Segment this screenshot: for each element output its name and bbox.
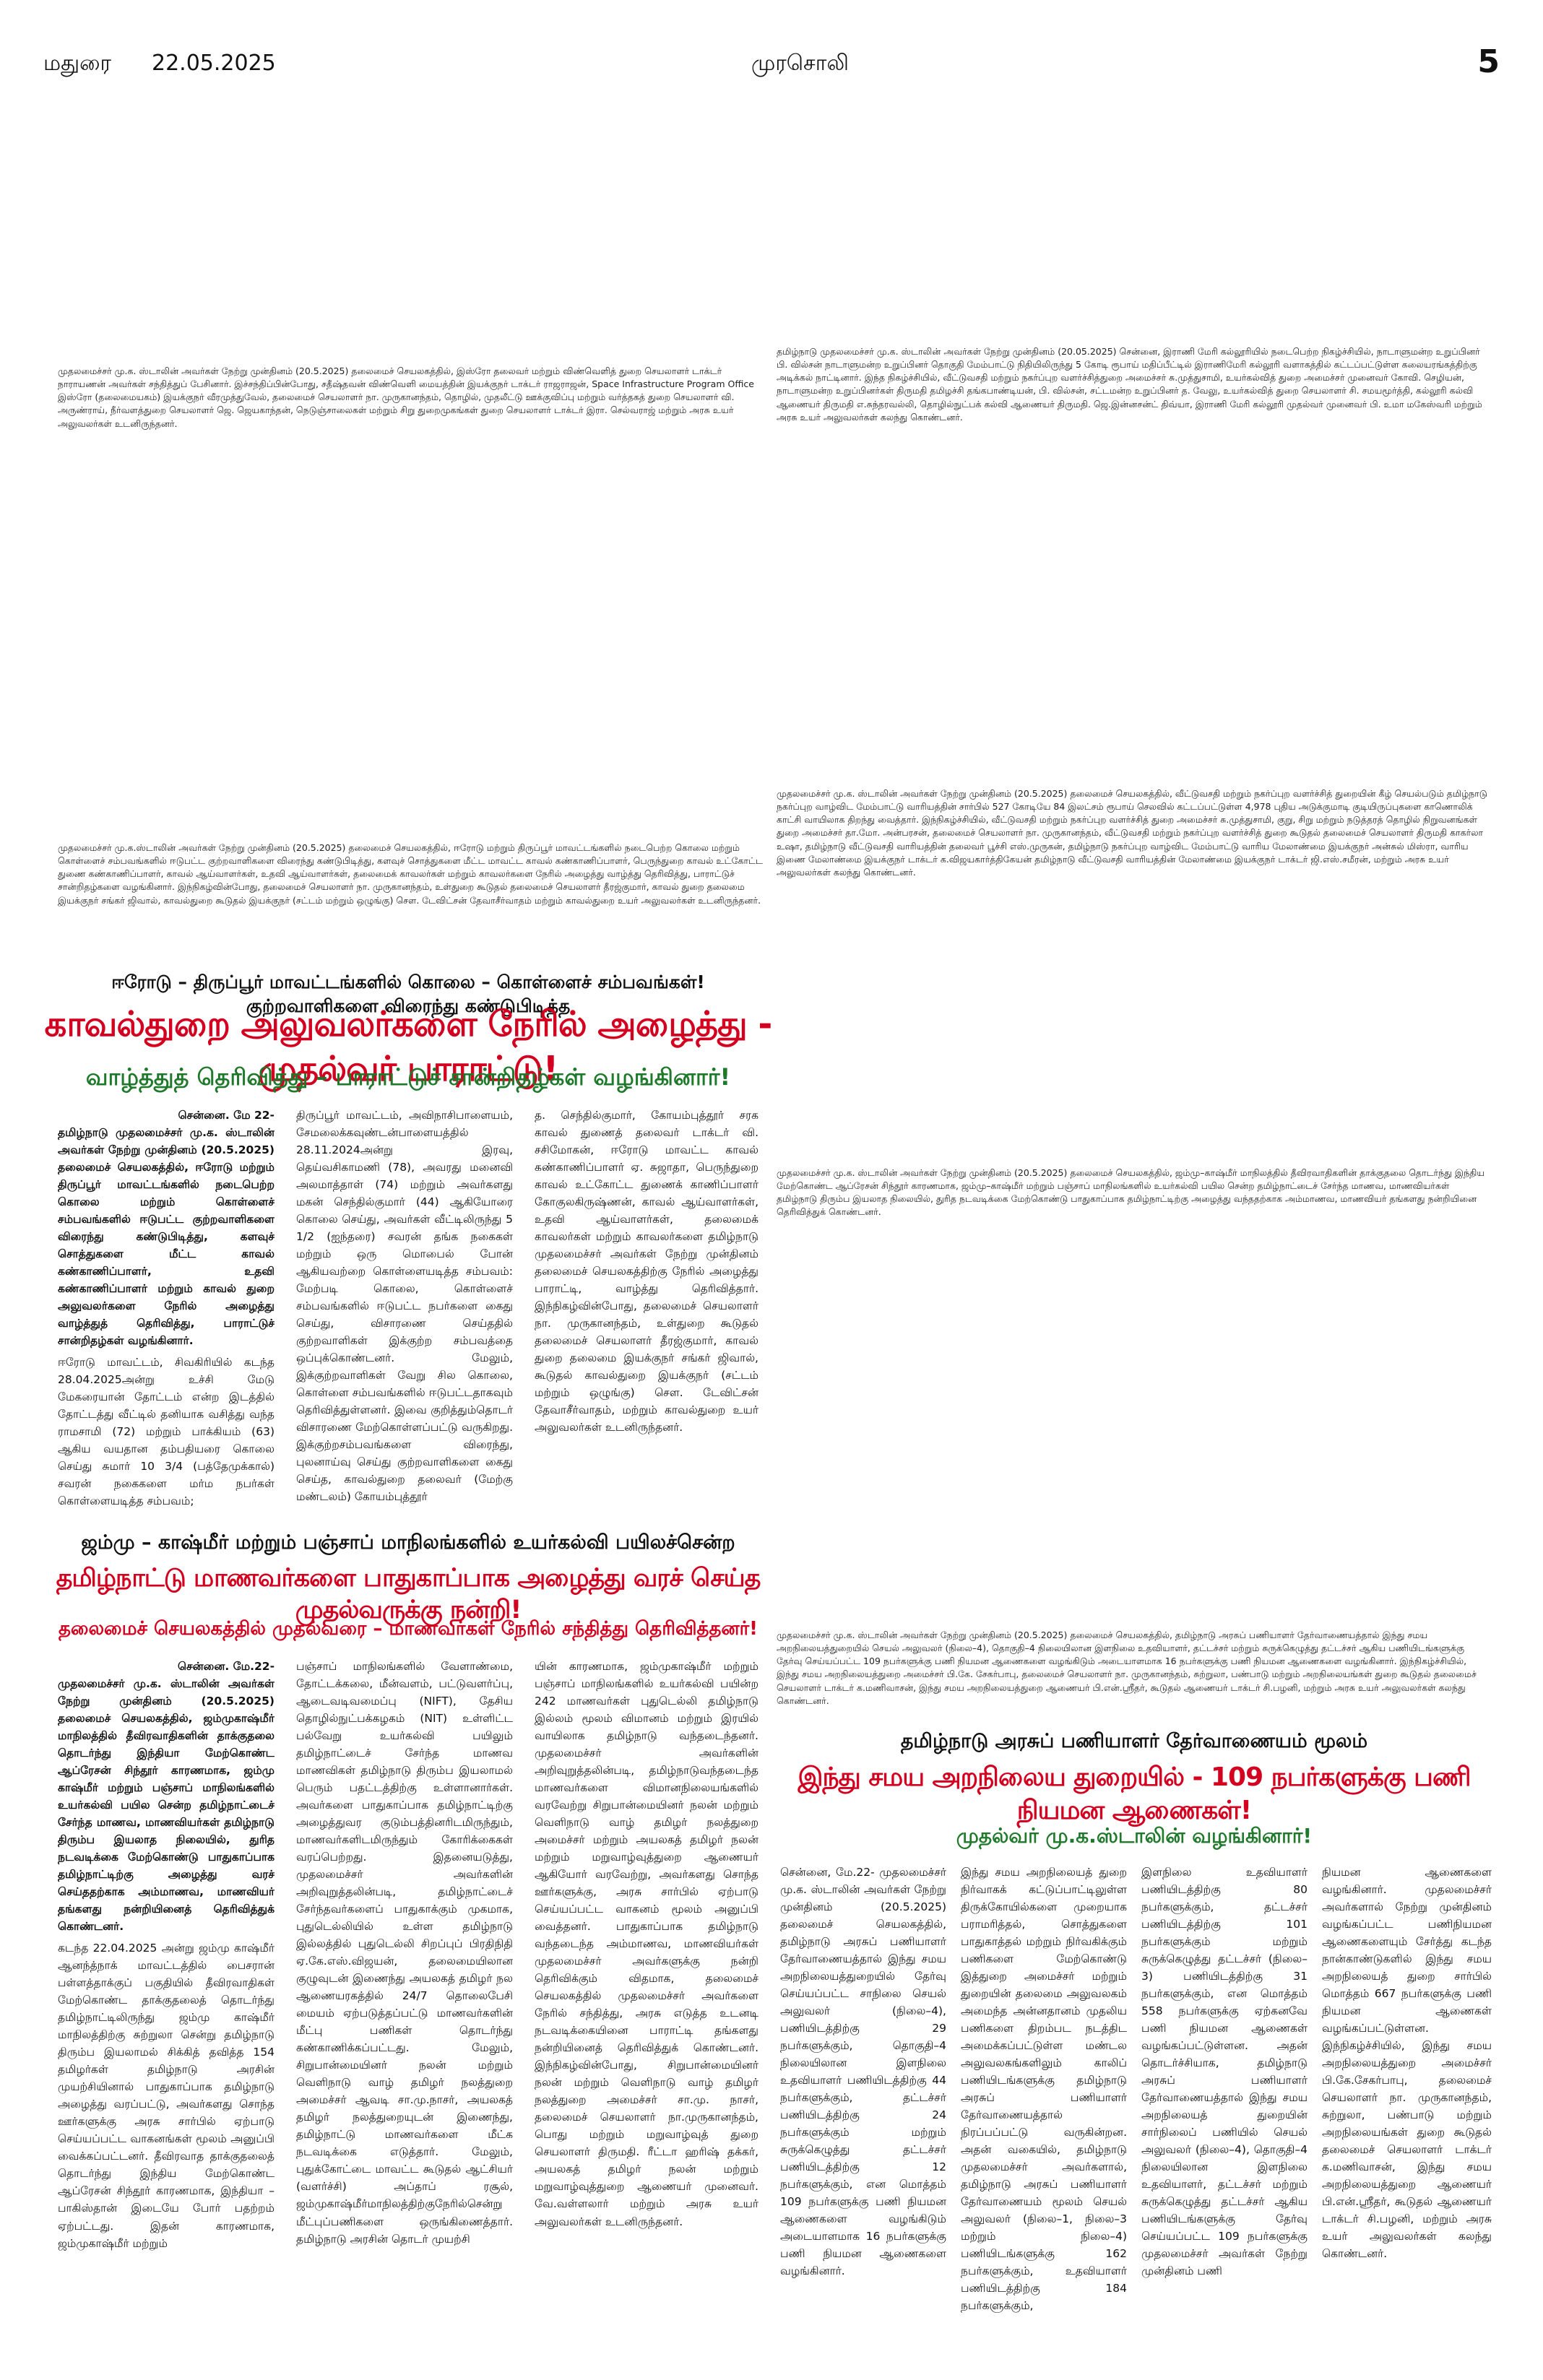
masthead-paper-name: முரசொலி [751,51,849,76]
kashmir-col-2: பஞ்சாப் மாநிலங்களில் வேளாண்மை, தோட்டக்கல… [296,1660,513,2246]
kashmir-lead-paragraph: முதலமைச்சர் மு.க. ஸ்டாலின் அவர்கள் நேற்ற… [58,1677,275,1934]
photo-kashmir [777,939,1492,1156]
caption-kashmir: முதலமைச்சர் மு.க. ஸ்டாலின் அவர்கள் நேற்ற… [777,1167,1485,1218]
hrce-headline: இந்து சமய அறநிலைய துறையில் - 109 நபர்களு… [798,1762,1471,1825]
police-subhead: வாழ்த்துத் தெரிவித்து – பாராட்டுச் சான்ற… [85,1063,731,1091]
police-headline: காவல்துறை அலுவலர்களை நேரில் அழைத்து - மு… [44,1004,773,1089]
photo-hrce [777,1242,1492,1502]
kashmir-subhead: தலைமைச் செயலகத்தில் முதல்வரை – மாணவர்கள்… [58,1618,758,1640]
masthead-date: 22.05.2025 [152,51,276,76]
photo-college [777,101,1499,339]
photo-police [58,448,769,838]
masthead: மதுரை 22.05.2025 முரசொலி 5 [43,43,1500,87]
caption-hrce: முதலமைச்சர் மு.க. ஸ்டாலின் அவர்கள் நேற்ற… [777,1630,1477,1706]
caption-housing: முதலமைச்சர் மு.க. ஸ்டாலின் அவர்கள் நேற்ற… [777,788,1487,878]
police-col-1-body: ஈரோடு மாவட்டம், சிவகிரியில் கடந்த 28.04.… [58,1356,275,1507]
police-lead-paragraph: தமிழ்நாடு முதலமைச்சர் மு.க. ஸ்டாலின் அவர… [58,1126,275,1348]
kashmir-headline: தமிழ்நாட்டு மாணவர்களை பாதுகாப்பாக அழைத்த… [56,1564,761,1624]
photo-isro [58,101,780,354]
hrce-col-2: இந்து சமய அறநிலையத் துறை நிர்வாகக் கட்டு… [961,1866,1127,2313]
kashmir-kicker: ஜம்மு – காஷ்மீர் மற்றும் பஞ்சாப் மாநிலங்… [81,1531,735,1554]
kashmir-dateline: சென்னை. மே.22- [177,1660,275,1673]
police-kicker: ஈரோடு – திருப்பூர் மாவட்டங்களில் கொலை – … [111,972,705,1016]
caption-isro: முதலமைச்சர் மு.க. ஸ்டாலின் அவர்கள் நேற்ற… [58,365,754,429]
page-number: 5 [1477,43,1500,80]
hrce-col-4: நியமன ஆணைகளை வழங்கினார். முதலமைச்சர் அவர… [1322,1866,1492,2261]
kashmir-col-1: சென்னை. மே.22- முதலமைச்சர் மு.க. ஸ்டாலின… [58,1658,275,2366]
caption-college: தமிழ்நாடு முதலமைச்சர் மு.க. ஸ்டாலின் அவர… [777,346,1482,423]
hrce-kicker: தமிழ்நாடு அரசுப் பணியாளர் தேர்வாணையம் மூ… [900,1730,1368,1752]
caption-police: முதலமைச்சர் மு.க.ஸ்டாலின் அவர்கள் நேற்று… [58,842,763,906]
police-col-2: திருப்பூர் மாவட்டம், அவிநாசிபாளையம், சேம… [296,1109,513,1504]
hrce-subhead: முதல்வர் மு.க.ஸ்டாலின் வழங்கினார்! [956,1824,1313,1848]
photo-housing [777,455,1492,780]
police-col-3: த. செந்தில்குமார், கோயம்புத்தூர் சரக காவ… [535,1109,758,1435]
police-dateline: சென்னை. மே 22- [178,1109,275,1122]
kashmir-col-1-body: கடந்த 22.04.2025 அன்று ஜம்மு காஷ்மீர் ஆன… [58,1942,275,2250]
hrce-col-1: சென்னை, மே.22- முதலமைச்சர் மு.க. ஸ்டாலின… [780,1866,946,2278]
kashmir-col-3: யின் காரணமாக, ஜம்முகாஷ்மீர் மற்றும் பஞ்ச… [535,1660,758,2228]
hrce-col-3: இளநிலை உதவியாளர் பணியிடத்திற்கு 80 நபர்க… [1141,1866,1308,2278]
masthead-city: மதுரை [43,51,112,76]
police-col-1: சென்னை. மே 22- தமிழ்நாடு முதலமைச்சர் மு.… [58,1107,275,1507]
